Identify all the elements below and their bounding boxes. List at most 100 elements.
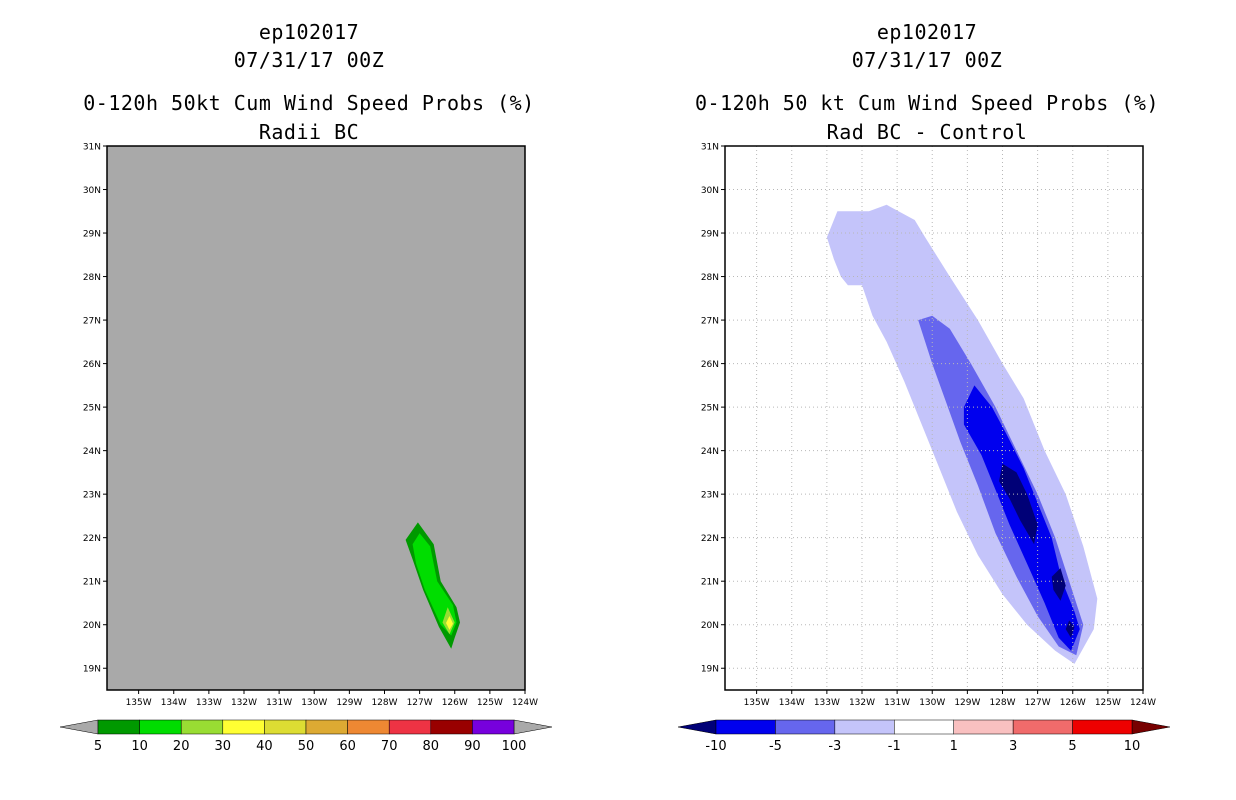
colorbar-swatch (139, 719, 182, 735)
colorbar-label: 50 (298, 739, 315, 754)
lat-tick-label: 19N (701, 665, 719, 675)
lat-tick-label: 29N (83, 230, 101, 240)
lon-tick-label: 128W (989, 698, 1015, 708)
lat-tick-label: 20N (83, 621, 101, 631)
colorbar-label: -1 (888, 739, 901, 754)
right-storm-id: ep102017 (876, 20, 978, 44)
lat-tick-label: 29N (701, 230, 719, 240)
lon-tick-label: 125W (477, 698, 503, 708)
colorbar-swatch (834, 719, 895, 735)
colorbar-swatch (775, 719, 836, 735)
lat-tick-label: 31N (83, 143, 101, 153)
lon-tick-label: 129W (954, 698, 980, 708)
lat-tick-label: 22N (83, 534, 101, 544)
lat-tick-label: 28N (701, 273, 719, 283)
map-frame (724, 145, 1144, 691)
lat-tick-label: 22N (701, 534, 719, 544)
lat-tick-label: 30N (701, 186, 719, 196)
colorbar-label: 100 (502, 739, 527, 754)
lat-tick-label: 24N (83, 447, 101, 457)
left-date: 07/31/17 00Z (233, 48, 385, 72)
colorbar-swatch (264, 719, 307, 735)
contour-below-10-4 (1051, 568, 1066, 601)
lon-tick-label: 131W (884, 698, 910, 708)
colorbar-swatch (953, 719, 1014, 735)
colorbar-swatch (305, 719, 348, 735)
lon-tick-label: 135W (744, 698, 770, 708)
lat-tick-label: 28N (83, 273, 101, 283)
right-map-svg: 31N 30N 29N 28N 27N 26N 25N 24N 23N 22N 21N 20N 19N 1… (677, 143, 1171, 754)
colorbar-label: 70 (381, 739, 398, 754)
lat-tick-label: 21N (83, 578, 101, 588)
lat-tick-label: 26N (83, 360, 101, 370)
colorbar-label: -3 (828, 739, 841, 754)
map-background (107, 146, 525, 690)
left-chart-panel: ep102017 07/31/17 00Z 0-120h 50kt Cum Wi… (59, 20, 553, 754)
contour-below-10-5 (1065, 620, 1075, 638)
colorbar-label: -5 (769, 739, 782, 754)
contour-30-40--3 (446, 616, 453, 630)
lat-tick-label: 27N (83, 317, 101, 327)
right-date: 07/31/17 00Z (851, 48, 1003, 72)
left-map-svg: 31N 30N 29N 28N 27N 26N 25N 24N 23N 22N 21N 20N 19N 1… (59, 143, 553, 754)
contour-below-10-3 (999, 463, 1038, 545)
lon-tick-label: 135W (126, 698, 152, 708)
lat-tick-label: 25N (83, 404, 101, 414)
lat-tick-label: 25N (701, 404, 719, 414)
colorbar-label: 20 (173, 739, 190, 754)
lon-tick-label: 127W (407, 698, 433, 708)
right-chart-title: 0-120h 50 kt Cum Wind Speed Probs (%) (694, 91, 1160, 115)
lon-tick-label: 133W (196, 698, 222, 708)
colorbar-label: 1 (950, 739, 958, 754)
colorbar-label: 40 (256, 739, 273, 754)
colorbar-label: -10 (705, 739, 726, 754)
lat-tick-label: 26N (701, 360, 719, 370)
colorbar-label: 5 (94, 739, 102, 754)
map-frame (106, 145, 526, 691)
colorbar-swatch (894, 719, 954, 735)
right-chart-panel: ep102017 07/31/17 00Z 0-120h 50 kt Cum W… (618, 0, 1236, 800)
lon-tick-label: 133W (814, 698, 840, 708)
colorbar-label: 30 (215, 739, 232, 754)
lat-tick-label: 24N (701, 447, 719, 457)
lon-tick-label: 129W (336, 698, 362, 708)
colorbar-swatch (430, 719, 473, 735)
lon-tick-label: 125W (1095, 698, 1121, 708)
colorbar-label: 80 (423, 739, 440, 754)
colorbar-swatch (715, 719, 776, 735)
colorbar-label: 5 (1068, 739, 1076, 754)
colorbar-swatch (97, 719, 140, 735)
lon-tick-label: 126W (442, 698, 468, 708)
lon-tick-label: 130W (301, 698, 327, 708)
colorbar-swatch (472, 719, 515, 735)
left-storm-id: ep102017 (258, 20, 360, 44)
colorbar-label: 90 (464, 739, 481, 754)
colorbar-swatch (1072, 719, 1133, 735)
lon-tick-label: 124W (512, 698, 538, 708)
lat-tick-label: 19N (83, 665, 101, 675)
colorbar-label: 10 (131, 739, 148, 754)
colorbar-swatch (1012, 719, 1073, 735)
colorbar-right-arrow (513, 719, 553, 735)
lat-tick-label: 27N (701, 317, 719, 327)
lat-tick-label: 31N (701, 143, 719, 153)
colorbar-label: 3 (1009, 739, 1017, 754)
lon-tick-label: 124W (1130, 698, 1156, 708)
lon-tick-label: 126W (1060, 698, 1086, 708)
lat-tick-label: 30N (83, 186, 101, 196)
lat-tick-label: 23N (83, 491, 101, 501)
colorbar-right-arrow (1131, 719, 1171, 735)
lon-tick-label: 131W (266, 698, 292, 708)
colorbar-swatch (347, 719, 390, 735)
colorbar-left-arrow (59, 719, 99, 735)
lon-tick-label: 134W (161, 698, 187, 708)
colorbar-swatch (180, 719, 224, 735)
lat-tick-label: 23N (701, 491, 719, 501)
colorbar-swatch (388, 719, 432, 735)
lat-tick-label: 20N (701, 621, 719, 631)
lon-tick-label: 128W (371, 698, 397, 708)
left-chart-title: 0-120h 50kt Cum Wind Speed Probs (%) (83, 91, 535, 115)
right-chart-subtitle: Rad BC - Control (826, 120, 1028, 144)
lon-tick-label: 132W (849, 698, 875, 708)
lon-tick-label: 130W (919, 698, 945, 708)
